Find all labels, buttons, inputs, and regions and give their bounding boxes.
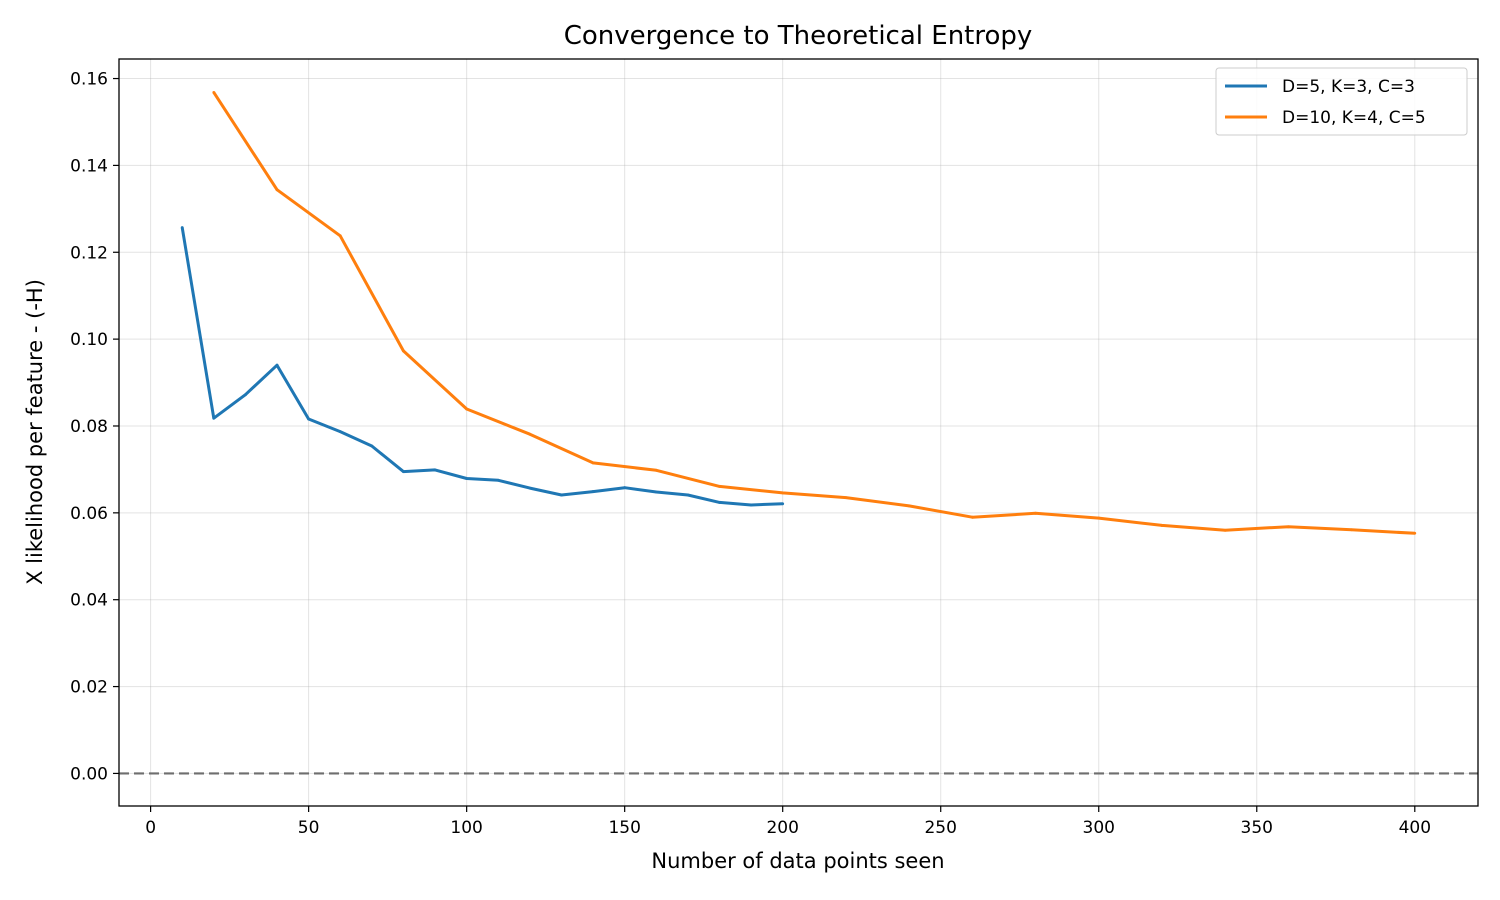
- x-tick-label: 50: [298, 818, 320, 838]
- data-point: [781, 502, 785, 506]
- data-point: [1413, 531, 1417, 535]
- x-tick-label: 200: [766, 818, 798, 838]
- x-tick-label: 300: [1083, 818, 1115, 838]
- data-point: [560, 493, 563, 497]
- data-point: [749, 503, 753, 507]
- x-tick-label: 400: [1399, 818, 1431, 838]
- data-point: [623, 486, 627, 490]
- legend-box: [1215, 67, 1468, 136]
- data-point: [1160, 524, 1164, 527]
- x-tick-label: 0: [145, 818, 156, 838]
- data-point: [244, 393, 247, 397]
- x-tick-label: 150: [608, 818, 640, 838]
- data-point: [686, 493, 690, 497]
- y-tick-label: 0.08: [70, 417, 108, 437]
- data-point: [528, 486, 532, 490]
- data-point: [212, 91, 216, 94]
- x-axis-ticks: 0 50 100 150 200 250 300 350 400: [145, 806, 1431, 838]
- series-line-2: [212, 91, 1415, 535]
- series-line-1: [180, 227, 783, 507]
- data-point: [433, 468, 437, 472]
- y-axis-ticks: 0.00 0.02 0.04 0.06 0.08 0.10 0.12 0.14 0.16: [70, 70, 119, 784]
- y-tick-label: 0.06: [70, 504, 108, 524]
- y-tick-label: 0.10: [70, 330, 108, 350]
- data-point: [465, 407, 469, 411]
- data-point: [338, 430, 342, 434]
- data-point: [1223, 528, 1227, 532]
- x-tick-label: 350: [1241, 818, 1273, 838]
- y-tick-label: 0.04: [70, 591, 108, 611]
- data-point: [718, 501, 721, 504]
- data-point: [781, 491, 785, 495]
- data-point: [528, 432, 532, 436]
- legend-label-2: D=10, K=4, C=5: [1282, 108, 1426, 128]
- data-point: [212, 416, 216, 420]
- data-point: [338, 234, 342, 238]
- data-point: [1097, 516, 1101, 520]
- series-2: [212, 91, 1417, 535]
- y-tick-label: 0.00: [70, 764, 108, 784]
- data-point: [654, 468, 658, 472]
- data-point: [591, 461, 595, 465]
- data-point: [370, 444, 374, 448]
- data-point: [1286, 525, 1290, 529]
- y-axis-label: X likelihood per feature - (-H): [23, 279, 47, 585]
- legend-label-1: D=5, K=3, C=3: [1282, 77, 1415, 97]
- data-point: [970, 515, 974, 519]
- data-point: [718, 484, 721, 488]
- data-point: [402, 470, 405, 473]
- data-point: [1350, 528, 1353, 532]
- data-point: [844, 496, 848, 500]
- x-tick-label: 100: [450, 818, 482, 838]
- data-point: [654, 490, 658, 494]
- data-point: [591, 490, 595, 493]
- data-point: [275, 188, 279, 192]
- legend: D=5, K=3, C=3 D=10, K=4, C=5: [1215, 67, 1468, 136]
- series-lines: [180, 91, 1417, 535]
- y-tick-label: 0.12: [70, 243, 108, 263]
- data-point: [275, 363, 279, 367]
- data-point: [907, 504, 911, 508]
- data-point: [307, 417, 311, 421]
- plot-frame: [118, 58, 1479, 807]
- data-point: [465, 477, 469, 480]
- data-point: [180, 226, 184, 229]
- chart-title: Convergence to Theoretical Entropy: [564, 21, 1033, 51]
- y-tick-label: 0.14: [70, 156, 108, 176]
- series-1: [180, 226, 785, 507]
- x-tick-label: 250: [924, 818, 956, 838]
- y-tick-label: 0.02: [70, 678, 108, 698]
- x-axis-label: Number of data points seen: [651, 849, 944, 873]
- y-tick-label: 0.16: [70, 70, 108, 90]
- data-point: [1034, 511, 1037, 515]
- data-point: [496, 478, 500, 482]
- data-point: [402, 349, 405, 353]
